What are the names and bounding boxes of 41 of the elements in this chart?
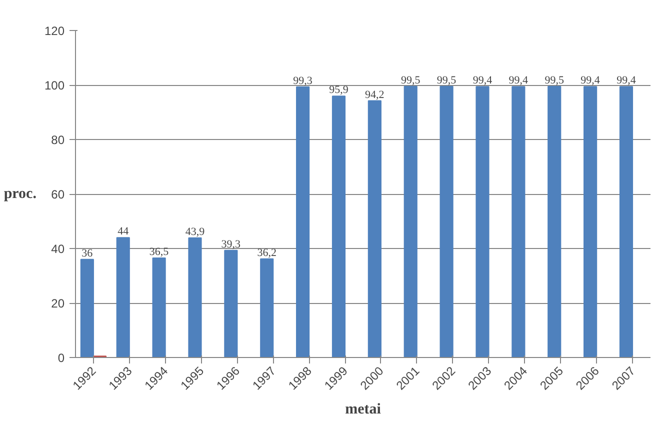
y-tick-label: 0 — [58, 351, 65, 365]
data-label: 99,4 — [580, 74, 600, 87]
bar — [80, 258, 94, 358]
data-label: 99,5 — [544, 74, 564, 86]
bar — [584, 86, 598, 358]
y-tick-label: 40 — [51, 242, 65, 256]
bar — [152, 258, 166, 358]
bar — [404, 86, 418, 358]
bar — [512, 86, 526, 358]
bar — [548, 86, 562, 358]
bar — [368, 100, 382, 358]
y-tick-label: 80 — [51, 133, 65, 147]
data-label: 39,3 — [221, 238, 242, 250]
data-label: 44 — [118, 226, 130, 238]
data-label: 99,5 — [400, 74, 421, 86]
x-axis-title: metai — [345, 402, 381, 418]
data-label: 43,9 — [185, 226, 206, 238]
data-label: 99,4 — [616, 74, 636, 87]
bar — [440, 86, 454, 358]
bar — [188, 237, 202, 358]
bar — [260, 258, 274, 358]
data-label: 36,2 — [257, 246, 276, 259]
y-axis-title: proc. — [4, 186, 37, 202]
y-tick-label: 60 — [51, 188, 65, 202]
data-label: 36,5 — [149, 246, 170, 258]
y-tick-label: 100 — [44, 78, 65, 92]
bar — [224, 250, 238, 358]
bar — [296, 86, 310, 358]
data-label: 99,3 — [293, 74, 313, 87]
data-label: 99,4 — [472, 74, 493, 87]
bar — [332, 96, 346, 358]
data-label: 95,9 — [329, 84, 349, 96]
bar — [116, 237, 130, 358]
bar — [476, 86, 490, 358]
data-label: 36 — [82, 247, 94, 260]
data-label: 99,4 — [508, 74, 529, 87]
data-label: 99,5 — [436, 74, 457, 86]
y-tick-label: 20 — [51, 296, 65, 310]
data-label: 94,2 — [365, 88, 384, 101]
y-tick-label: 120 — [44, 24, 65, 38]
bar — [619, 86, 634, 358]
